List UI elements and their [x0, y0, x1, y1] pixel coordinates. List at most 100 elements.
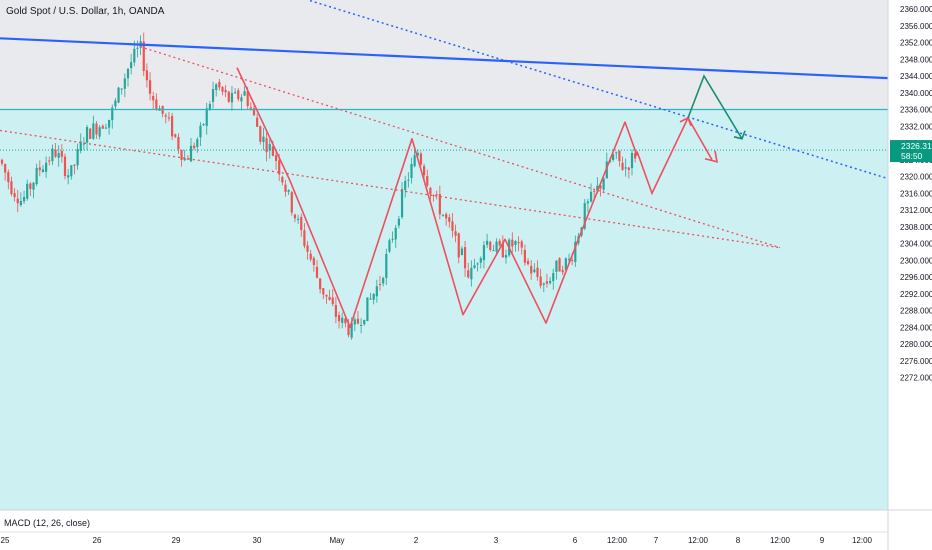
- candle-body: [334, 305, 337, 317]
- y-tick-label: 2348.000: [900, 55, 932, 64]
- candle-body: [400, 189, 404, 218]
- y-tick-label: 2288.000: [900, 307, 932, 316]
- candle-body: [445, 214, 448, 219]
- candle-body: [404, 180, 407, 190]
- y-tick-label: 2276.000: [900, 357, 932, 366]
- y-tick-label: 2280.000: [900, 340, 932, 349]
- candle-body: [558, 258, 561, 272]
- x-tick-label: 12:00: [770, 536, 791, 545]
- candle-body: [322, 288, 325, 295]
- y-tick-label: 2304.000: [900, 240, 932, 249]
- candle-body: [593, 190, 596, 192]
- x-tick-label: May: [329, 536, 344, 545]
- candle-body: [514, 241, 517, 245]
- candle-body: [101, 125, 104, 129]
- candle-body: [196, 139, 199, 147]
- candle-body: [130, 62, 133, 69]
- candle-body: [63, 156, 67, 177]
- candle-body: [104, 127, 108, 129]
- candle-body: [328, 296, 331, 300]
- y-tick-label: 2332.000: [900, 122, 932, 131]
- candle-body: [627, 167, 630, 171]
- candle-body: [571, 259, 574, 261]
- candle-body: [501, 242, 504, 258]
- candle-body: [634, 153, 637, 159]
- candle-body: [473, 265, 476, 268]
- candle-body: [583, 203, 586, 229]
- candle-body: [482, 245, 486, 261]
- candle-body: [70, 165, 73, 177]
- green-projection-path: [687, 74, 743, 140]
- candle-body: [215, 84, 218, 91]
- candle-body: [180, 150, 183, 160]
- candle-body: [13, 193, 16, 198]
- red-dotted-trendline-lower: [0, 129, 781, 249]
- candle-body: [545, 281, 549, 284]
- candle-body: [372, 293, 375, 300]
- x-tick-label: 7: [654, 536, 659, 545]
- candle-body: [435, 194, 438, 196]
- candle-body: [243, 91, 246, 96]
- candle-body: [297, 218, 300, 220]
- candle-body: [265, 138, 268, 153]
- x-tick-label: 6: [573, 536, 578, 545]
- x-tick-label: 12:00: [852, 536, 873, 545]
- candle-body: [19, 201, 22, 206]
- candle-body: [410, 163, 413, 178]
- candle-body: [369, 298, 372, 300]
- candle-body: [407, 179, 410, 181]
- x-tick-label: 3: [494, 536, 499, 545]
- candle-body: [451, 221, 454, 231]
- x-tick-label: 9: [820, 536, 825, 545]
- candle-body: [171, 116, 174, 137]
- candle-body: [599, 185, 602, 189]
- y-tick-label: 2360.000: [900, 5, 932, 14]
- candle-body: [45, 162, 48, 172]
- candle-body: [268, 144, 271, 151]
- candle-body: [98, 127, 101, 137]
- candle-body: [234, 92, 237, 94]
- candle-body: [259, 126, 262, 142]
- candle-body: [413, 155, 416, 167]
- candle-body: [76, 149, 79, 166]
- red-projection-path: [636, 116, 713, 196]
- candle-body: [287, 190, 290, 192]
- candle-body: [35, 167, 38, 185]
- indicator-label: MACD (12, 26, close): [4, 518, 90, 528]
- candle-body: [108, 119, 111, 128]
- candle-body: [271, 146, 274, 156]
- candle-body: [252, 108, 256, 116]
- candle-body: [205, 108, 208, 126]
- x-tick-label: 29: [172, 536, 181, 545]
- y-tick-label: 2336.000: [900, 106, 932, 115]
- candle-body: [564, 258, 567, 271]
- candle-body: [382, 277, 385, 284]
- candle-body: [249, 107, 252, 109]
- candle-body: [221, 87, 224, 92]
- candle-body: [596, 185, 599, 191]
- candle-body: [356, 318, 360, 324]
- candle-body: [470, 267, 473, 280]
- candle-body: [520, 241, 523, 248]
- candle-body: [29, 183, 32, 189]
- candle-body: [448, 217, 451, 222]
- candle-body: [429, 187, 432, 195]
- candle-body: [618, 150, 621, 162]
- candle-body: [542, 283, 545, 285]
- y-tick-label: 2300.000: [900, 256, 932, 265]
- candle-body: [432, 194, 435, 197]
- candle-body: [10, 181, 13, 194]
- candle-body: [164, 115, 167, 117]
- candle-body: [460, 248, 463, 255]
- candle-body: [16, 198, 19, 204]
- candle-body: [274, 155, 278, 161]
- candle-body: [479, 258, 482, 263]
- y-tick-label: 2356.000: [900, 22, 932, 31]
- x-tick-label: 12:00: [607, 536, 628, 545]
- candle-body: [111, 107, 114, 121]
- candle-body: [438, 194, 441, 215]
- candle-body: [441, 214, 445, 216]
- candle-body: [426, 175, 429, 186]
- candle-body: [167, 117, 171, 119]
